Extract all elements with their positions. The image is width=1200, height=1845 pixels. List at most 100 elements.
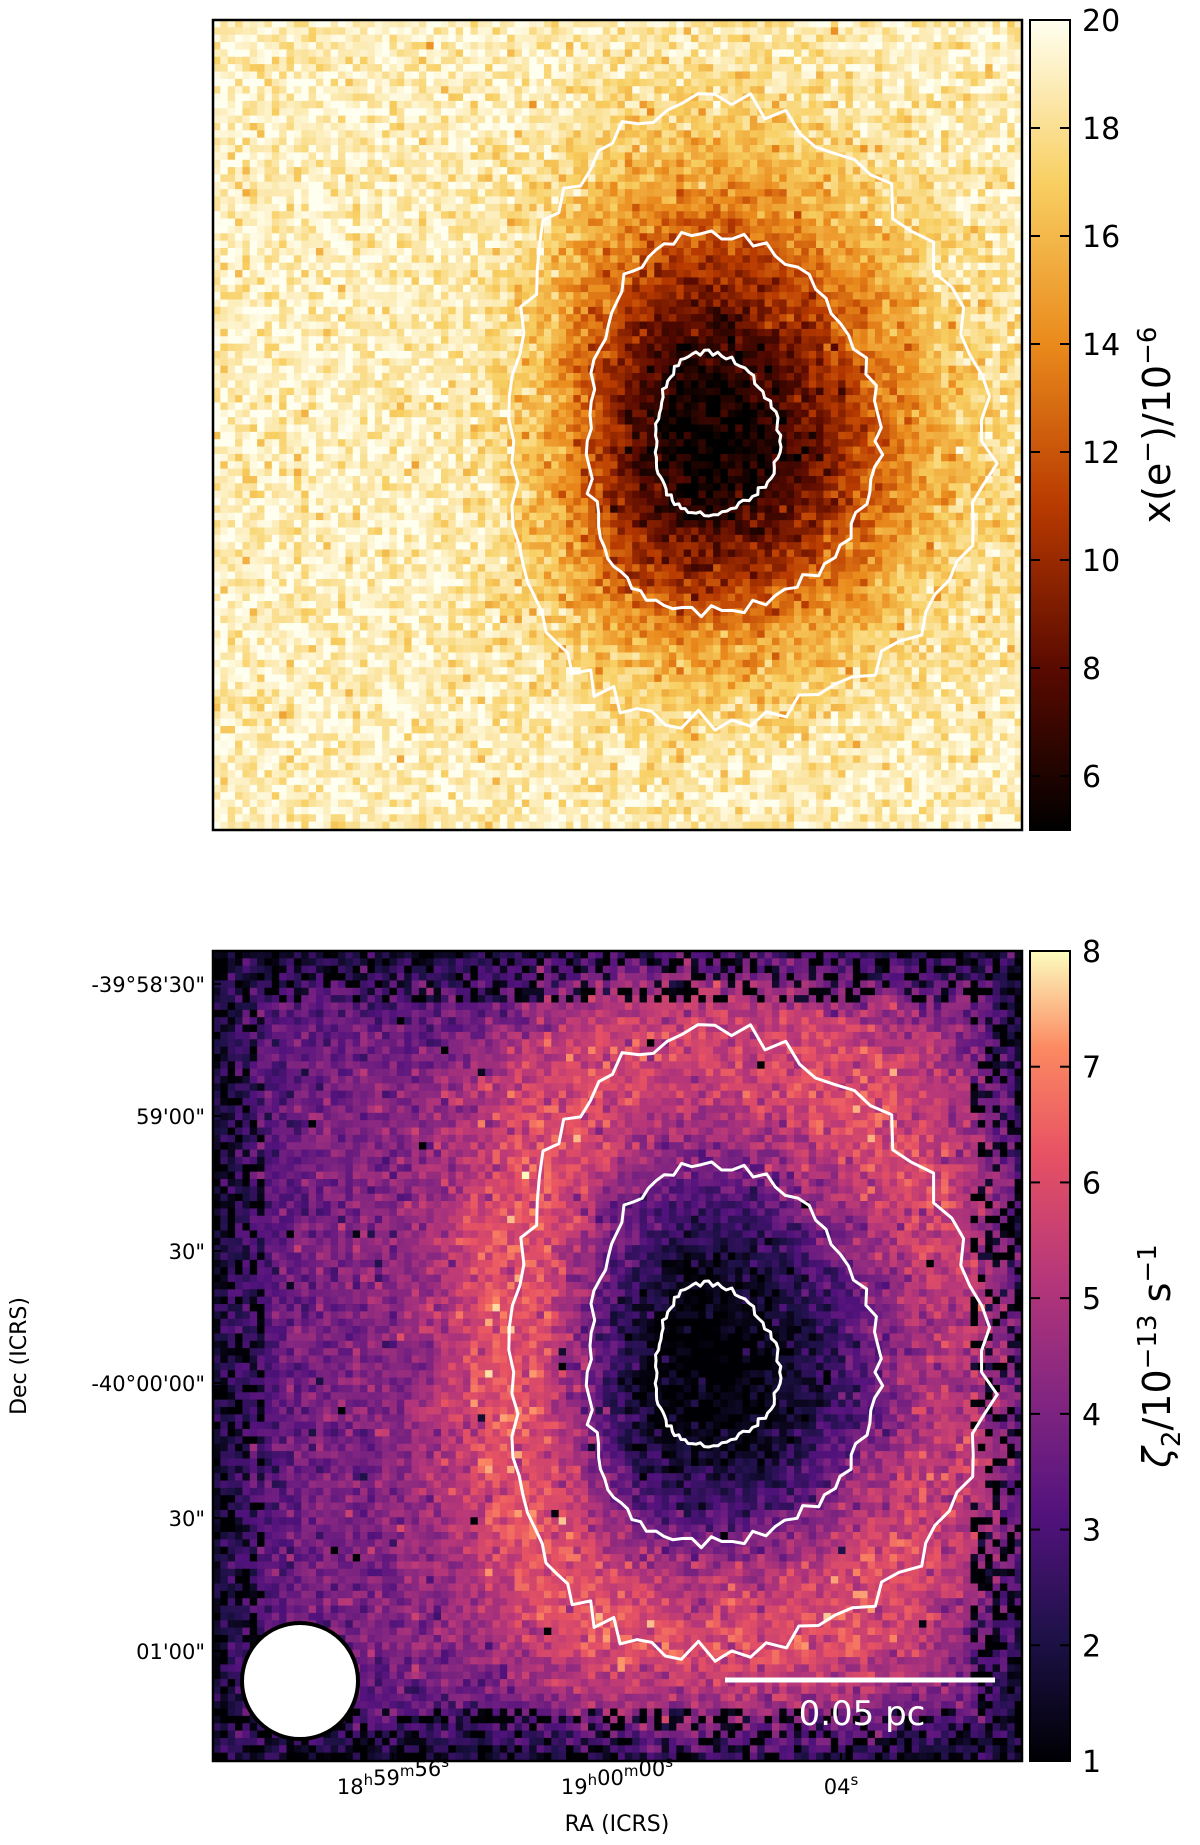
heatmap-cell xyxy=(955,277,964,286)
heatmap-cell xyxy=(220,225,229,234)
heatmap-cell xyxy=(389,130,398,139)
heatmap-cell xyxy=(823,233,832,242)
heatmap-cell xyxy=(705,343,714,352)
heatmap-cell xyxy=(448,159,457,168)
heatmap-cell xyxy=(286,314,295,323)
heatmap-cell xyxy=(941,130,950,139)
heatmap-cell xyxy=(889,321,898,330)
heatmap-cell xyxy=(838,255,847,264)
heatmap-cell xyxy=(580,108,589,117)
heatmap-cell xyxy=(764,27,773,36)
heatmap-cell xyxy=(639,292,648,301)
heatmap-cell xyxy=(779,247,788,256)
heatmap-cell xyxy=(573,86,582,95)
heatmap-cell xyxy=(801,152,810,161)
heatmap-cell xyxy=(698,56,707,65)
heatmap-cell xyxy=(794,174,802,183)
heatmap-cell xyxy=(845,115,854,124)
heatmap-cell xyxy=(463,321,471,330)
heatmap-cell xyxy=(823,71,832,80)
heatmap-cell xyxy=(492,130,501,139)
heatmap-cell xyxy=(691,159,699,168)
heatmap-cell xyxy=(845,284,854,293)
heatmap-cell xyxy=(838,56,847,65)
heatmap-cell xyxy=(720,42,729,51)
heatmap-cell xyxy=(507,93,516,102)
heatmap-cell xyxy=(485,93,494,102)
heatmap-cell xyxy=(889,34,898,43)
heatmap-cell xyxy=(396,130,405,139)
heatmap-cell xyxy=(1014,284,1022,293)
heatmap-cell xyxy=(293,115,302,124)
heatmap-cell xyxy=(257,299,266,308)
heatmap-cell xyxy=(382,328,391,337)
heatmap-cell xyxy=(683,130,692,139)
heatmap-cell xyxy=(573,343,582,352)
heatmap-cell xyxy=(308,115,317,124)
heatmap-cell xyxy=(227,196,236,205)
heatmap-cell xyxy=(654,167,663,176)
heatmap-cell xyxy=(330,284,339,293)
heatmap-cell xyxy=(411,218,420,227)
heatmap-cell xyxy=(286,299,295,308)
heatmap-cell xyxy=(213,159,221,168)
heatmap-cell xyxy=(235,181,244,190)
heatmap-cell xyxy=(742,218,751,227)
heatmap-cell xyxy=(485,255,494,264)
heatmap-cell xyxy=(676,292,685,301)
heatmap-cell xyxy=(404,233,413,242)
heatmap-cell xyxy=(948,122,957,131)
heatmap-cell xyxy=(492,20,501,28)
heatmap-cell xyxy=(227,270,236,278)
heatmap-cell xyxy=(757,78,766,87)
heatmap-cell xyxy=(624,181,633,190)
heatmap-cell xyxy=(227,100,236,109)
heatmap-cell xyxy=(779,225,788,234)
heatmap-cell xyxy=(279,78,288,87)
heatmap-cell xyxy=(889,56,898,65)
heatmap-cell xyxy=(367,247,376,256)
heatmap-cell xyxy=(646,343,655,352)
heatmap-cell xyxy=(352,145,361,153)
heatmap-cell xyxy=(485,314,494,323)
heatmap-cell xyxy=(698,64,707,73)
heatmap-cell xyxy=(735,299,744,308)
heatmap-cell xyxy=(889,255,898,264)
heatmap-cell xyxy=(411,247,420,256)
heatmap-cell xyxy=(470,203,479,212)
heatmap-cell xyxy=(440,152,449,161)
heatmap-cell xyxy=(955,240,964,249)
heatmap-cell xyxy=(345,145,354,153)
heatmap-cell xyxy=(882,56,891,65)
heatmap-cell xyxy=(830,159,839,168)
heatmap-cell xyxy=(771,270,780,278)
heatmap-cell xyxy=(889,336,898,345)
heatmap-cell xyxy=(771,306,780,315)
heatmap-cell xyxy=(455,174,464,183)
heatmap-cell xyxy=(360,152,369,161)
heatmap-cell xyxy=(970,78,979,87)
heatmap-cell xyxy=(948,20,957,28)
heatmap-cell xyxy=(286,196,295,205)
heatmap-cell xyxy=(551,225,560,234)
heatmap-cell xyxy=(742,299,751,308)
heatmap-cell xyxy=(367,122,376,131)
heatmap-cell xyxy=(911,218,920,227)
heatmap-cell xyxy=(889,270,898,278)
heatmap-cell xyxy=(735,277,744,286)
heatmap-cell xyxy=(676,71,685,80)
heatmap-cell xyxy=(874,27,883,36)
heatmap-cell xyxy=(882,343,891,352)
heatmap-cell xyxy=(249,49,258,58)
heatmap-cell xyxy=(404,145,413,153)
heatmap-cell xyxy=(235,130,244,139)
heatmap-cell xyxy=(668,189,677,198)
heatmap-cell xyxy=(521,152,530,161)
heatmap-cell xyxy=(735,189,744,198)
heatmap-cell xyxy=(904,255,913,264)
heatmap-cell xyxy=(845,100,854,109)
heatmap-cell xyxy=(896,292,905,301)
heatmap-cell xyxy=(227,137,236,146)
heatmap-cell xyxy=(396,321,405,330)
heatmap-cell xyxy=(779,299,788,308)
